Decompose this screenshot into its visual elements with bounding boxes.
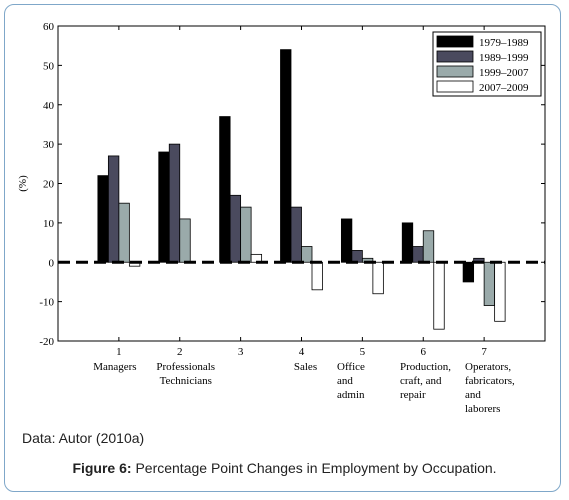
caption-text: Percentage Point Changes in Employment b…: [135, 460, 497, 476]
bar-series4-cat4: [311, 261, 323, 291]
bar-series3-cat6: [422, 230, 435, 263]
bar-series3-cat7: [483, 261, 496, 306]
bar-series2-cat3: [229, 194, 242, 263]
category-label-7: fabricators,: [465, 375, 515, 387]
xtick-label: 5: [360, 346, 366, 358]
y-axis-label: (%): [17, 175, 29, 192]
bar-series1-cat5: [340, 218, 353, 263]
legend-label-3: 1999–2007: [479, 67, 529, 79]
category-label-6: Production,: [400, 361, 451, 373]
bar-series1-cat7: [462, 261, 475, 283]
bar-series4-cat6: [433, 261, 445, 330]
category-label-5: Office: [337, 361, 365, 373]
source-note: Data: Autor (2010a): [22, 430, 145, 446]
legend-label-4: 2007–2009: [479, 82, 529, 94]
category-label-7: Operators,: [465, 361, 511, 373]
ytick-label: 50: [43, 60, 55, 72]
caption-label: Figure 6:: [72, 460, 132, 476]
legend-label-2: 1989–1999: [479, 52, 529, 64]
ytick-label: 20: [43, 179, 55, 191]
bar-series3-cat3: [240, 206, 252, 263]
ytick-label: 60: [43, 21, 55, 33]
category-label-6: craft, and: [400, 375, 442, 387]
bar-series4-cat7: [494, 261, 506, 322]
ytick-label: -20: [39, 336, 54, 348]
category-label-7: laborers: [465, 403, 500, 415]
bar-series2-cat4: [290, 206, 302, 263]
bar-series1-cat1: [97, 175, 109, 263]
ytick-label: 10: [43, 218, 55, 230]
xtick-label: 1: [116, 346, 122, 358]
bar-series1-cat2: [158, 151, 170, 263]
category-labels: Managers Professionals Technicians Sales Off…: [93, 361, 515, 415]
bar-series2-cat1: [107, 155, 120, 263]
bar-series1-cat3: [219, 116, 231, 263]
category-label-6: repair: [400, 389, 426, 401]
legend-label-1: 1979–1989: [479, 37, 529, 49]
chart-ticks: 60 50 40 30 20 10 0 -10 -20 1 2 3 4 5 6 7 (%): [17, 21, 545, 358]
bar-series2-cat5: [351, 250, 363, 263]
bar-series3-cat2: [179, 218, 191, 263]
xtick-label: 3: [238, 346, 244, 358]
legend-swatch-1: [436, 35, 474, 48]
ytick-label: 0: [49, 257, 55, 269]
xtick-label: 4: [299, 346, 305, 358]
figure-caption: Figure 6: Percentage Point Changes in Em…: [0, 460, 569, 476]
chart-bars: [97, 49, 506, 330]
bar-series2-cat6: [412, 246, 424, 263]
legend-swatch-4: [436, 80, 474, 93]
xtick-label: 7: [481, 346, 487, 358]
legend-swatch-3: [436, 65, 474, 78]
xtick-label: 6: [421, 346, 427, 358]
bar-series3-cat1: [118, 202, 130, 263]
legend-swatch-2: [436, 50, 474, 63]
ytick-label: 40: [43, 100, 55, 112]
bar-series3-cat4: [301, 246, 313, 263]
ytick-label: 30: [43, 139, 55, 151]
legend: 1979–1989 1989–1999 1999–2007 2007–2009: [432, 31, 542, 97]
bar-series1-cat6: [401, 222, 414, 263]
category-label-5: and: [337, 375, 353, 387]
category-label-2: Professionals: [156, 361, 215, 373]
category-label-5: admin: [337, 389, 365, 401]
bar-series4-cat5: [372, 261, 384, 295]
category-label-1: Managers: [93, 361, 136, 373]
xtick-label: 2: [177, 346, 183, 358]
category-label-2: Technicians: [160, 375, 212, 387]
category-label-7: and: [465, 389, 481, 401]
ytick-label: -10: [39, 297, 54, 309]
bar-series1-cat4: [280, 49, 292, 263]
bar-series2-cat2: [168, 143, 181, 263]
category-label-4: Sales: [294, 361, 317, 373]
